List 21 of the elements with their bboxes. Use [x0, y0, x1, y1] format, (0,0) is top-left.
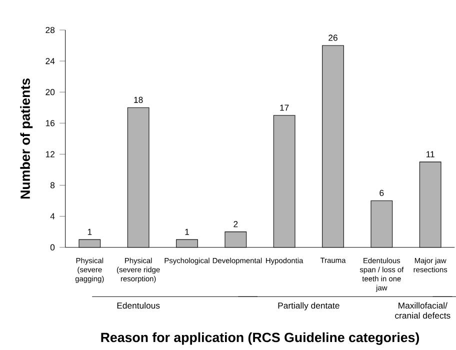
- y-tick-label: 24: [46, 58, 55, 64]
- data-label: 26: [328, 34, 338, 41]
- y-axis-title: Number of patients: [20, 78, 33, 199]
- y-tick-label: 16: [46, 120, 55, 126]
- y-tick-label: 4: [50, 213, 55, 220]
- y-tick-label: 8: [50, 182, 55, 188]
- y-tick-label: 0: [50, 244, 55, 250]
- text: Edentulous: [117, 302, 160, 309]
- data-label: 11: [426, 151, 434, 158]
- data-label: 1: [185, 228, 189, 235]
- y-tick-label: 12: [46, 151, 54, 158]
- text: Maxillofacial/ cranial defects: [395, 302, 450, 319]
- data-label: 2: [234, 221, 238, 228]
- x-axis-title: Reason for application (RCS Guideline categories): [101, 332, 419, 345]
- y-tick-label: 20: [46, 89, 55, 96]
- data-label: 18: [134, 96, 143, 103]
- data-label: 1: [88, 228, 92, 235]
- text: Partially dentate: [278, 302, 340, 310]
- data-label: 17: [280, 104, 289, 111]
- data-label: 6: [380, 190, 384, 196]
- y-tick-label: 28: [46, 26, 55, 34]
